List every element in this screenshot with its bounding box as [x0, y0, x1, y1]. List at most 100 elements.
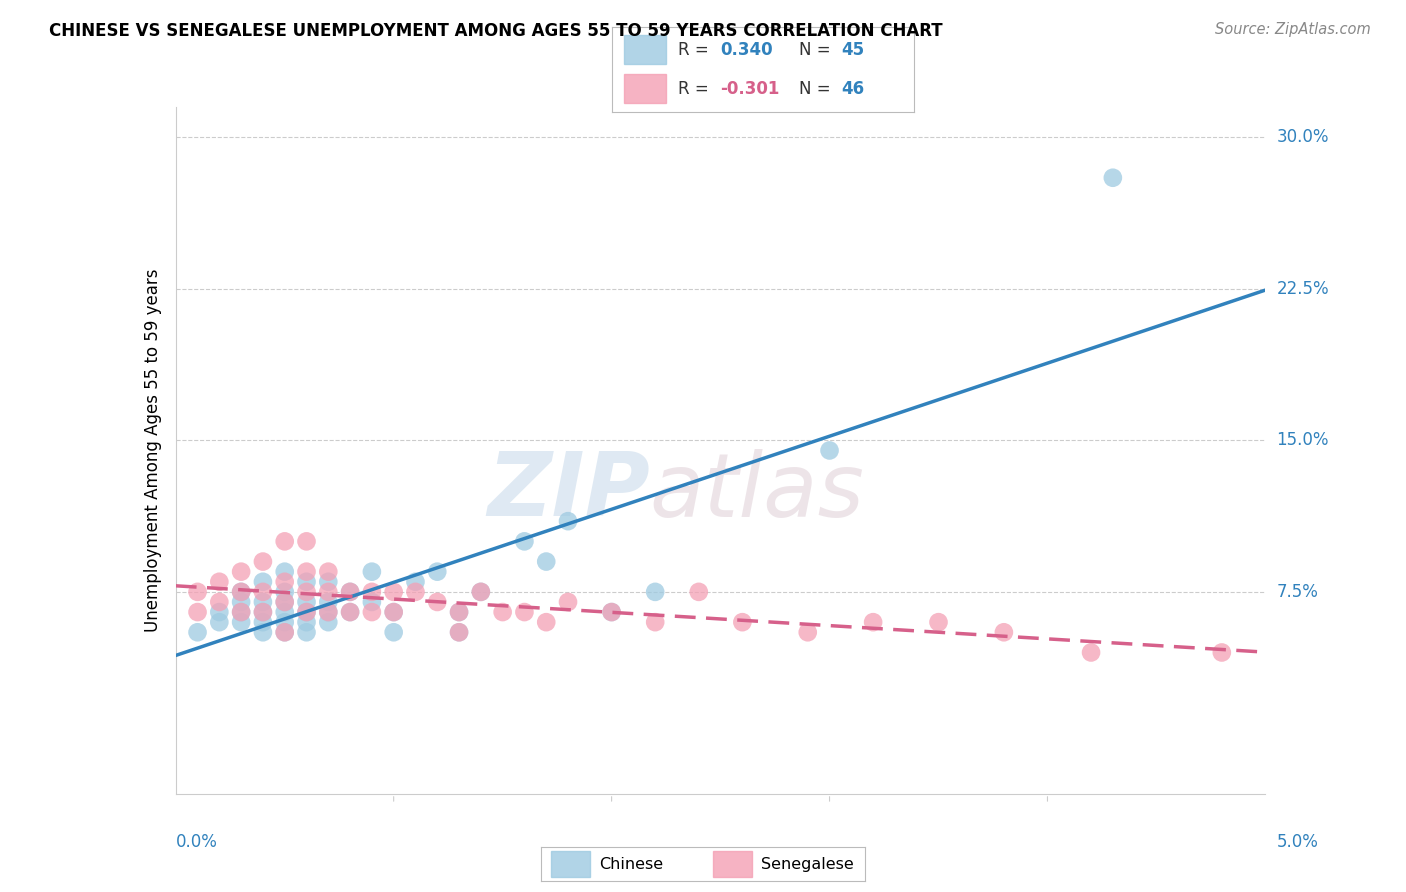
Point: [274, 605, 297, 619]
Point: [600, 605, 623, 619]
Point: [295, 605, 318, 619]
Point: [318, 585, 340, 599]
Point: [928, 615, 950, 630]
Point: [274, 574, 297, 589]
Point: [231, 605, 253, 619]
Point: [208, 605, 231, 619]
Point: [360, 595, 382, 609]
Point: [274, 615, 297, 630]
Text: Senegalese: Senegalese: [761, 857, 853, 871]
Point: [862, 615, 884, 630]
Text: 46: 46: [841, 79, 865, 97]
Text: -0.301: -0.301: [720, 79, 780, 97]
Point: [231, 615, 253, 630]
Text: R =: R =: [678, 79, 714, 97]
Point: [405, 574, 427, 589]
Point: [208, 615, 231, 630]
Point: [492, 605, 515, 619]
Text: R =: R =: [678, 41, 714, 59]
Point: [208, 574, 231, 589]
Text: 0.0%: 0.0%: [176, 833, 218, 851]
Point: [360, 585, 382, 599]
Point: [252, 555, 274, 569]
Point: [295, 565, 318, 579]
Point: [993, 625, 1015, 640]
Point: [274, 595, 297, 609]
Point: [405, 585, 427, 599]
Point: [295, 595, 318, 609]
Point: [318, 595, 340, 609]
Point: [339, 585, 361, 599]
Point: [470, 585, 492, 599]
Point: [274, 585, 297, 599]
Point: [274, 625, 297, 640]
Point: [513, 605, 536, 619]
Point: [252, 585, 274, 599]
Point: [274, 565, 297, 579]
Point: [447, 625, 470, 640]
Point: [231, 595, 253, 609]
Point: [252, 574, 274, 589]
Point: [318, 605, 340, 619]
Point: [208, 595, 231, 609]
Point: [252, 625, 274, 640]
Bar: [713, 852, 752, 877]
Point: [557, 595, 579, 609]
Point: [382, 605, 405, 619]
Bar: [551, 852, 591, 877]
Point: [731, 615, 754, 630]
Text: CHINESE VS SENEGALESE UNEMPLOYMENT AMONG AGES 55 TO 59 YEARS CORRELATION CHART: CHINESE VS SENEGALESE UNEMPLOYMENT AMONG…: [49, 22, 943, 40]
Point: [557, 514, 579, 528]
Text: Chinese: Chinese: [599, 857, 664, 871]
Point: [447, 625, 470, 640]
Point: [382, 605, 405, 619]
Point: [295, 585, 318, 599]
Text: atlas: atlas: [650, 449, 865, 534]
Point: [1102, 170, 1125, 185]
Text: 30.0%: 30.0%: [1277, 128, 1329, 146]
Point: [186, 605, 209, 619]
Text: 45: 45: [841, 41, 865, 59]
Point: [252, 615, 274, 630]
Text: ZIP: ZIP: [486, 448, 650, 535]
Point: [295, 605, 318, 619]
Point: [318, 574, 340, 589]
Point: [447, 605, 470, 619]
Point: [382, 585, 405, 599]
Text: 15.0%: 15.0%: [1277, 432, 1329, 450]
Point: [318, 615, 340, 630]
Point: [447, 605, 470, 619]
Point: [426, 565, 449, 579]
Point: [534, 555, 557, 569]
Point: [426, 595, 449, 609]
Text: N =: N =: [799, 41, 837, 59]
Text: Source: ZipAtlas.com: Source: ZipAtlas.com: [1215, 22, 1371, 37]
Point: [339, 605, 361, 619]
Point: [513, 534, 536, 549]
Point: [318, 565, 340, 579]
Point: [470, 585, 492, 599]
Point: [186, 585, 209, 599]
Point: [534, 615, 557, 630]
Point: [231, 585, 253, 599]
Point: [295, 534, 318, 549]
Point: [339, 585, 361, 599]
Point: [274, 595, 297, 609]
Point: [295, 574, 318, 589]
Point: [252, 595, 274, 609]
Text: 5.0%: 5.0%: [1277, 833, 1319, 851]
Text: 22.5%: 22.5%: [1277, 280, 1329, 298]
Point: [231, 585, 253, 599]
Point: [797, 625, 820, 640]
Point: [295, 615, 318, 630]
Point: [1080, 645, 1102, 659]
Point: [295, 625, 318, 640]
Point: [688, 585, 710, 599]
Point: [252, 605, 274, 619]
Point: [231, 605, 253, 619]
Text: 0.340: 0.340: [720, 41, 773, 59]
Point: [600, 605, 623, 619]
Point: [360, 565, 382, 579]
Y-axis label: Unemployment Among Ages 55 to 59 years: Unemployment Among Ages 55 to 59 years: [143, 268, 162, 632]
Point: [318, 605, 340, 619]
